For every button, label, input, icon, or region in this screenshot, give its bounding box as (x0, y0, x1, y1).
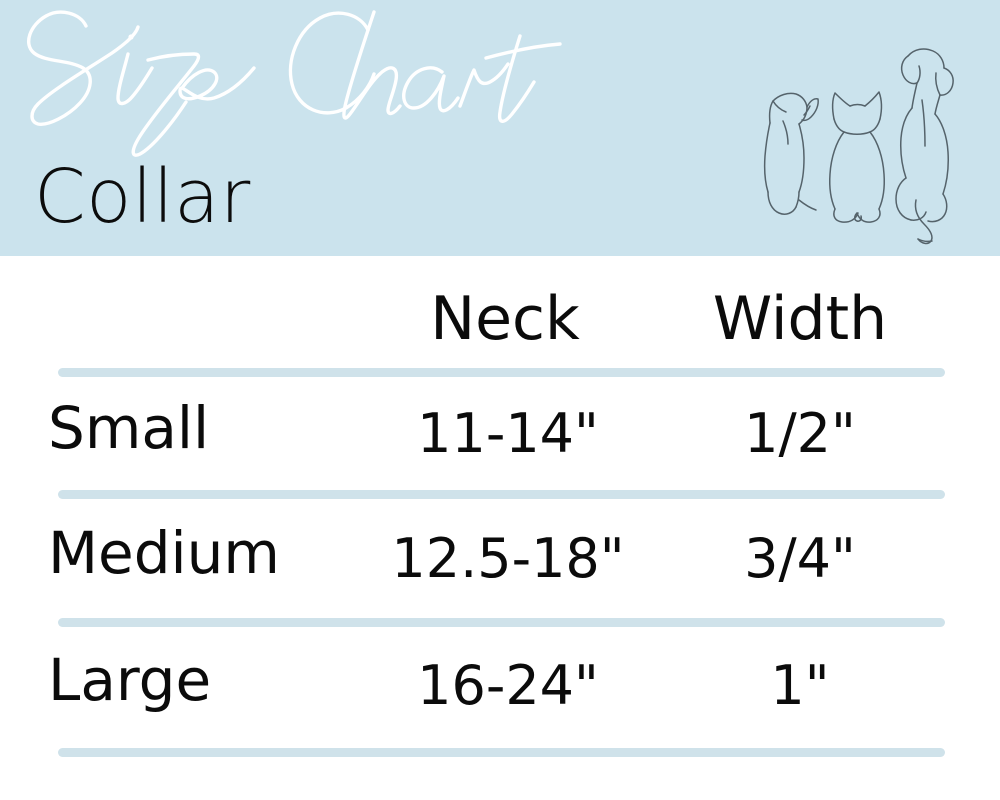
row-size-label: Small (48, 394, 210, 462)
column-header-neck: Neck (430, 284, 580, 354)
column-header-width: Width (712, 284, 888, 354)
medium-dog-outline (829, 91, 885, 223)
script-title-size-chart: Size Chart (8, 0, 648, 164)
header-band: Size Chart (0, 0, 1000, 256)
row-neck-value: 16-24" (417, 654, 599, 717)
row-neck-value: 12.5-18" (391, 527, 625, 590)
row-divider (58, 748, 945, 757)
size-table: Neck Width Small 11-14" 1/2" Medium 12.5… (0, 256, 1000, 800)
page-title: Collar (34, 154, 251, 240)
row-divider (58, 618, 945, 627)
row-divider (58, 490, 945, 499)
row-size-label: Medium (48, 519, 280, 587)
row-width-value: 1/2" (744, 402, 856, 465)
row-divider (58, 368, 945, 377)
three-dogs-icon (726, 22, 976, 247)
large-dog-outline (895, 48, 954, 245)
row-neck-value: 11-14" (417, 402, 599, 465)
row-width-value: 3/4" (744, 527, 856, 590)
row-width-value: 1" (770, 654, 830, 717)
small-dog-outline (763, 92, 819, 215)
row-size-label: Large (48, 646, 212, 714)
